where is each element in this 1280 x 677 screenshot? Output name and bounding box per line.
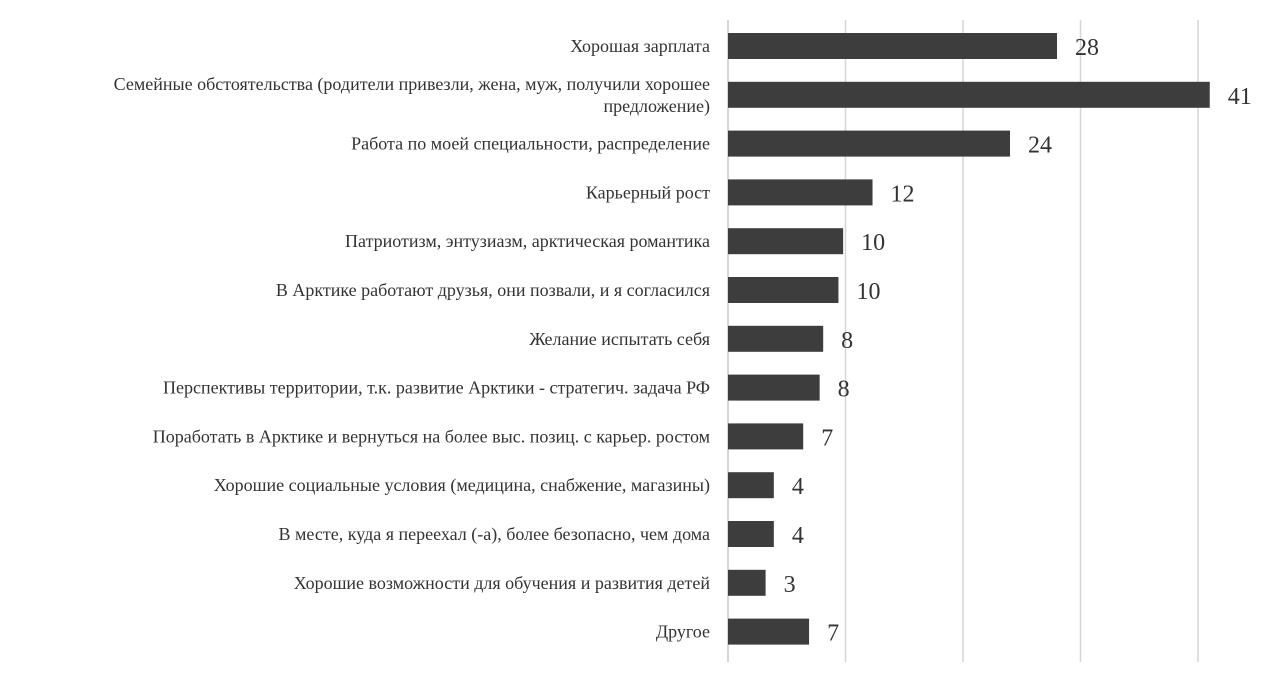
category-label-line: В Арктике работают друзья, они позвали, … — [276, 280, 710, 300]
bar — [728, 374, 820, 401]
category-label: В Арктике работают друзья, они позвали, … — [276, 280, 710, 300]
bar — [728, 569, 766, 596]
category-label: Работа по моей специальности, распределе… — [351, 134, 710, 154]
category-label: Хорошие социальные условия (медицина, сн… — [214, 475, 710, 496]
bar — [728, 521, 774, 547]
category-label: Перспективы территории, т.к. развитие Ар… — [163, 378, 710, 398]
data-label: 7 — [821, 425, 833, 451]
bar — [728, 33, 1057, 59]
bar — [728, 130, 1010, 157]
category-label: В месте, куда я переехал (-а), более без… — [279, 524, 710, 545]
category-label: Карьерный рост — [586, 182, 710, 202]
category-label-line: Желание испытать себя — [529, 329, 710, 349]
category-label: Поработать в Арктике и вернуться на боле… — [153, 426, 710, 446]
category-label: Хорошая зарплата — [570, 36, 710, 56]
category-label-line: Семейные обстоятельства (родители привез… — [114, 74, 710, 95]
category-label-line: Поработать в Арктике и вернуться на боле… — [153, 426, 710, 446]
data-label: 8 — [841, 328, 853, 354]
data-label: 28 — [1075, 35, 1099, 61]
category-label-line: Перспективы территории, т.к. развитие Ар… — [163, 378, 710, 398]
category-label-line: Хорошая зарплата — [570, 36, 710, 56]
data-label: 8 — [838, 377, 850, 403]
category-labels: Хорошая зарплата Семейные обстоятельства … — [114, 36, 711, 642]
category-label-line: Хорошие социальные условия (медицина, сн… — [214, 475, 710, 496]
data-label: 10 — [856, 279, 880, 305]
data-label: 41 — [1228, 84, 1252, 110]
category-label-line: Работа по моей специальности, распределе… — [351, 134, 710, 154]
bar — [728, 179, 873, 206]
category-label-line: Другое — [656, 622, 710, 642]
category-label-line: Хорошие возможности для обучения и разви… — [294, 573, 711, 593]
category-label: Желание испытать себя — [529, 329, 710, 349]
category-label: Патриотизм, энтузиазм, арктическая роман… — [345, 231, 710, 251]
category-label-line: Патриотизм, энтузиазм, арктическая роман… — [345, 231, 710, 251]
category-label-line: В месте, куда я переехал (-а), более без… — [279, 524, 710, 545]
bar — [728, 277, 839, 303]
category-label-line: предложение) — [603, 96, 710, 117]
data-label: 4 — [792, 523, 804, 549]
bar — [728, 325, 824, 352]
bar — [728, 228, 844, 255]
data-label: 4 — [792, 474, 804, 500]
category-label: Хорошие возможности для обучения и разви… — [294, 573, 711, 593]
bar — [728, 472, 774, 499]
data-label: 24 — [1028, 133, 1052, 159]
data-label: 12 — [891, 181, 915, 207]
bar — [728, 81, 1210, 108]
bar — [728, 618, 810, 645]
bars — [728, 33, 1210, 645]
data-label: 10 — [861, 230, 885, 256]
category-label: Другое — [656, 622, 710, 642]
data-label: 3 — [784, 572, 796, 598]
data-label: 7 — [827, 621, 839, 647]
category-label-line: Карьерный рост — [586, 182, 710, 202]
category-label: Семейные обстоятельства (родители привез… — [114, 74, 710, 117]
bar — [728, 423, 804, 450]
gridlines — [727, 20, 1199, 662]
